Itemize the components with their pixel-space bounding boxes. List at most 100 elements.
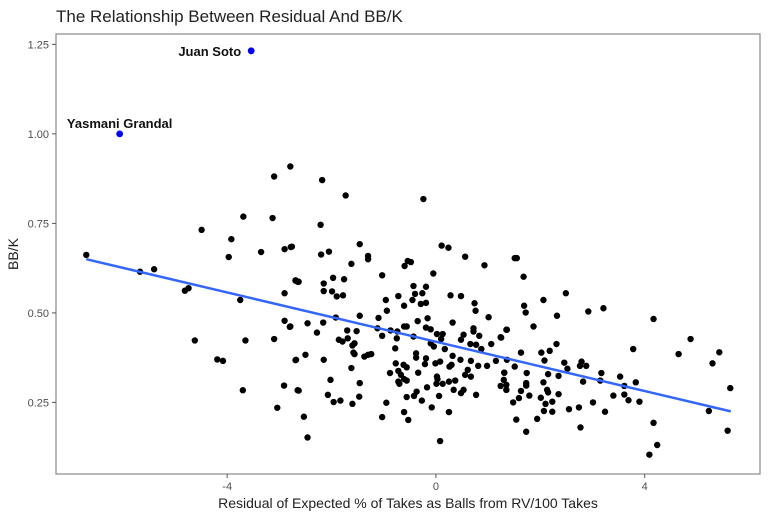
data-point [553, 340, 560, 348]
data-point [368, 350, 375, 358]
plot-panel [55, 33, 761, 475]
data-point [549, 408, 556, 415]
data-point [356, 393, 363, 400]
data-point [393, 335, 400, 342]
data-point [577, 424, 584, 431]
data-point [356, 379, 363, 387]
data-point [317, 251, 325, 258]
data-point [555, 390, 562, 398]
data-point [403, 364, 410, 371]
data-point [328, 288, 336, 295]
data-point [435, 392, 443, 400]
data-point [414, 369, 422, 376]
data-point [541, 357, 548, 364]
data-point [526, 392, 533, 399]
data-point [583, 362, 590, 370]
data-point [565, 405, 573, 413]
data-point [445, 408, 453, 416]
data-point [501, 369, 508, 376]
data-point [424, 315, 431, 322]
data-point [375, 314, 382, 322]
data-point [392, 360, 399, 367]
data-point [549, 398, 556, 405]
data-point [240, 213, 247, 220]
data-point [418, 397, 426, 404]
data-point [421, 360, 429, 368]
data-point [412, 354, 420, 361]
data-point [716, 349, 723, 356]
data-point [269, 214, 276, 222]
data-point [537, 394, 545, 401]
y-axis: 0.25 0.50 0.75 1.00 1.25 [28, 39, 56, 409]
player-label: Juan Soto [178, 44, 241, 59]
data-point [219, 357, 227, 365]
data-point [472, 391, 480, 399]
data-point [481, 262, 488, 269]
data-point [579, 378, 587, 385]
data-point [340, 276, 348, 283]
data-point [437, 335, 445, 343]
data-point [430, 270, 437, 277]
data-point [403, 323, 410, 330]
data-point [589, 399, 597, 406]
data-point [601, 408, 609, 415]
y-tick-label: 1.25 [28, 39, 49, 51]
data-point [422, 299, 430, 307]
data-point [320, 356, 327, 363]
data-point [447, 292, 454, 299]
data-point [561, 359, 568, 366]
data-point [553, 312, 561, 319]
data-point [281, 317, 288, 324]
data-point [460, 331, 467, 338]
data-point [523, 382, 530, 389]
x-tick-label: -4 [222, 481, 232, 493]
data-point [378, 272, 386, 279]
data-point [585, 308, 592, 315]
data-point [540, 296, 547, 304]
data-point [488, 340, 495, 348]
data-point [575, 404, 583, 411]
data-point [281, 290, 288, 297]
y-tick-label: 0.50 [28, 308, 49, 320]
data-point [448, 361, 455, 369]
data-point [422, 355, 430, 362]
data-point [438, 242, 445, 249]
data-point [517, 349, 525, 356]
data-point [313, 329, 321, 336]
data-point [650, 315, 657, 323]
data-point [400, 408, 408, 416]
y-tick-label: 1.00 [28, 129, 49, 141]
data-point [616, 373, 624, 380]
data-point [509, 399, 517, 406]
x-tick-label: 4 [642, 481, 648, 493]
data-point [403, 377, 410, 384]
data-point [467, 373, 475, 380]
data-point [445, 378, 453, 385]
data-point [467, 357, 475, 365]
data-point [705, 407, 713, 415]
data-point [423, 384, 431, 391]
data-point [295, 278, 302, 285]
data-point [472, 341, 480, 348]
data-point [150, 266, 158, 273]
data-point [405, 416, 412, 424]
data-point [478, 345, 485, 353]
data-point [472, 307, 479, 314]
data-point [228, 235, 235, 243]
data-point [339, 292, 347, 299]
data-point [396, 380, 403, 387]
highlighted-points: Juan Soto Yasmani Grandal [67, 44, 255, 138]
data-point [270, 173, 278, 180]
data-point [281, 245, 288, 253]
data-point [419, 290, 426, 297]
data-point [280, 382, 288, 389]
data-point [337, 397, 344, 404]
data-point [544, 370, 552, 378]
data-point [520, 273, 527, 280]
chart-title: The Relationship Between Residual And BB… [56, 7, 403, 26]
data-point [503, 386, 510, 394]
data-point [420, 195, 427, 203]
data-point [428, 404, 435, 411]
data-point [467, 340, 474, 348]
data-point [287, 163, 294, 170]
